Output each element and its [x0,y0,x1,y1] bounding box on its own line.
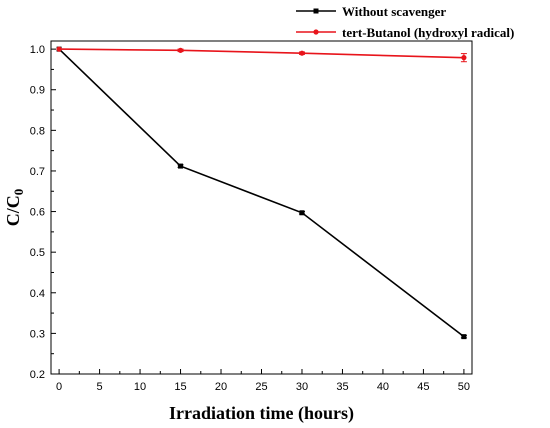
legend: Without scavenger tert-Butanol (hydroxyl… [296,4,514,40]
data-point [56,46,62,52]
y-tick-label: 0.7 [30,166,45,178]
data-point [299,50,305,56]
y-axis-title: C/C0 [3,189,26,227]
x-tick-label: 25 [255,381,267,393]
series-0 [56,46,467,340]
y-tick-label: 0.2 [30,369,45,381]
data-point [461,55,467,61]
series-line [59,48,464,59]
data-point [299,210,305,216]
plot-frame [50,40,473,375]
data-point [461,334,467,340]
y-axis: 0.2 0.3 0.4 0.5 0.6 0.7 0.8 0.9 1.0 [30,44,56,381]
data-point [178,163,184,169]
x-tick-label: 10 [134,381,146,393]
y-tick-label: 0.5 [30,247,45,259]
y-tick-label: 0.3 [30,328,45,340]
legend-item-without-scavenger: Without scavenger [296,4,446,19]
x-tick-label: 0 [56,381,62,393]
series-line [58,48,465,338]
y-tick-label: 0.4 [30,288,45,300]
x-tick-label: 30 [296,381,308,393]
legend-marker-tert-butanol [313,29,319,35]
y-tick-label: 0.6 [30,207,45,219]
x-tick-label: 50 [458,381,470,393]
y-axis-title-subscript: 0 [11,189,26,196]
x-tick-label: 45 [417,381,429,393]
x-axis-title: Irradiation time (hours) [169,403,354,424]
x-tick-label: 35 [336,381,348,393]
y-tick-label: 1.0 [30,44,45,56]
legend-item-tert-butanol: tert-Butanol (hydroxyl radical) [296,25,514,40]
x-axis: 0 5 10 15 20 25 30 35 40 45 50 [56,369,470,393]
y-tick-label: 0.8 [30,125,45,137]
x-tick-label: 5 [97,381,103,393]
x-tick-label: 15 [174,381,186,393]
legend-marker-without-scavenger [313,8,319,14]
y-tick-label: 0.9 [30,85,45,97]
plot-area [50,40,473,375]
series-1 [56,46,467,63]
x-tick-label: 40 [377,381,389,393]
series-layer [56,46,467,340]
y-axis-title-main: C/C [3,195,23,226]
legend-label-tert-butanol: tert-Butanol (hydroxyl radical) [342,25,514,40]
legend-label-without-scavenger: Without scavenger [342,4,446,19]
x-tick-label: 20 [215,381,227,393]
data-point [177,47,184,53]
